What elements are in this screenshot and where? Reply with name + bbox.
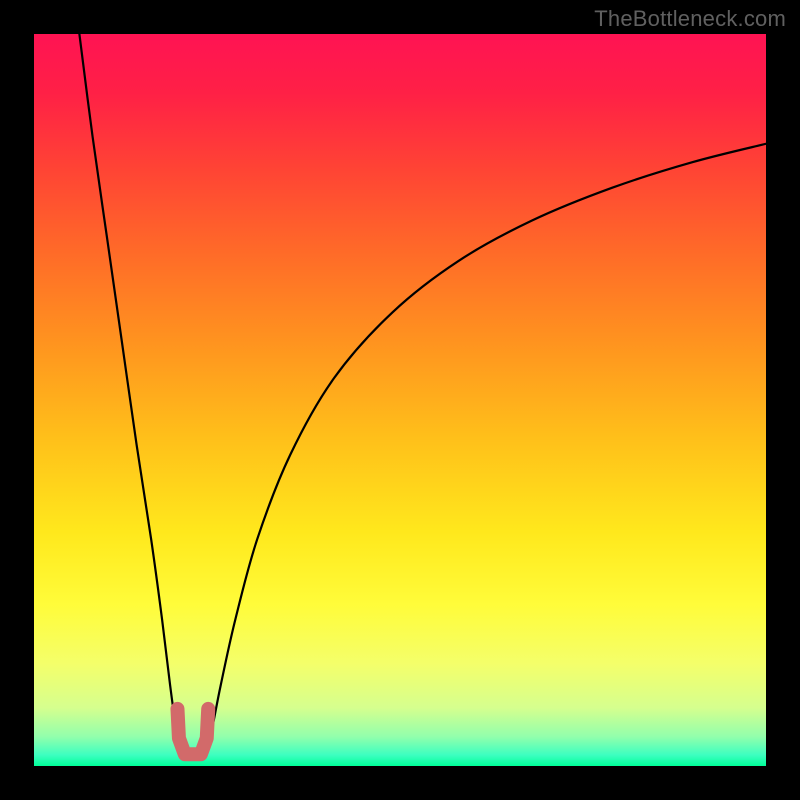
- watermark-text: TheBottleneck.com: [594, 6, 786, 32]
- chart-container: TheBottleneck.com: [0, 0, 800, 800]
- bottleneck-chart: [34, 34, 766, 766]
- gradient-background: [34, 34, 766, 766]
